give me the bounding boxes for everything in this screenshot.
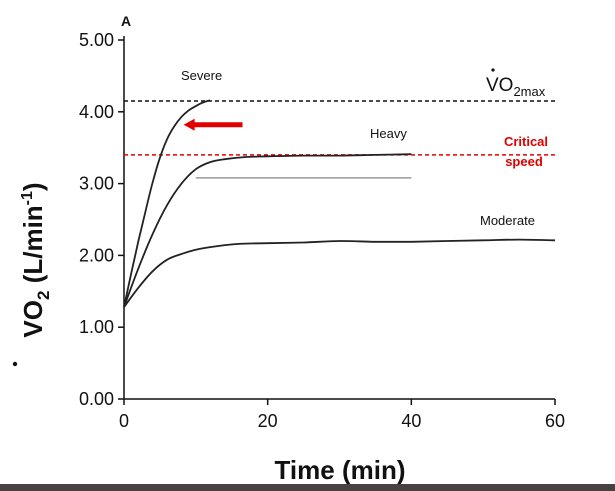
x-tick-label: 0 bbox=[119, 411, 129, 431]
y-axis-title: VO2 (L/min-1) bbox=[12, 182, 53, 367]
svg-text:VO2 (L/min-1): VO2 (L/min-1) bbox=[18, 182, 53, 337]
critical-speed-label-line1: Critical bbox=[504, 134, 548, 149]
panel-label: A bbox=[121, 13, 131, 29]
x-tick-label: 40 bbox=[401, 411, 421, 431]
series-label-moderate: Moderate bbox=[480, 213, 535, 228]
y-tick-label: 3.00 bbox=[79, 174, 114, 194]
svg-text:VO2max: VO2max bbox=[486, 75, 546, 99]
x-axis-title: Time (min) bbox=[275, 455, 406, 485]
series-label-severe: Severe bbox=[181, 68, 222, 83]
y-tick-label: 5.00 bbox=[79, 30, 114, 50]
critical-speed-label-line2: speed bbox=[505, 154, 543, 169]
series-line-heavy bbox=[123, 153, 412, 308]
y-tick-label: 0.00 bbox=[79, 389, 114, 409]
y-tick-label: 4.00 bbox=[79, 102, 114, 122]
bottom-edge-bar bbox=[0, 484, 615, 491]
red-arrow-annotation bbox=[183, 118, 243, 131]
series-line-severe bbox=[123, 99, 211, 308]
y-tick-label: 2.00 bbox=[79, 245, 114, 265]
series-line-moderate bbox=[123, 238, 556, 308]
series-label-heavy: Heavy bbox=[370, 126, 407, 141]
y-tick-label: 1.00 bbox=[79, 317, 114, 337]
x-tick-label: 60 bbox=[545, 411, 565, 431]
vo2max-label: VO2max bbox=[486, 68, 546, 99]
x-tick-label: 20 bbox=[258, 411, 278, 431]
